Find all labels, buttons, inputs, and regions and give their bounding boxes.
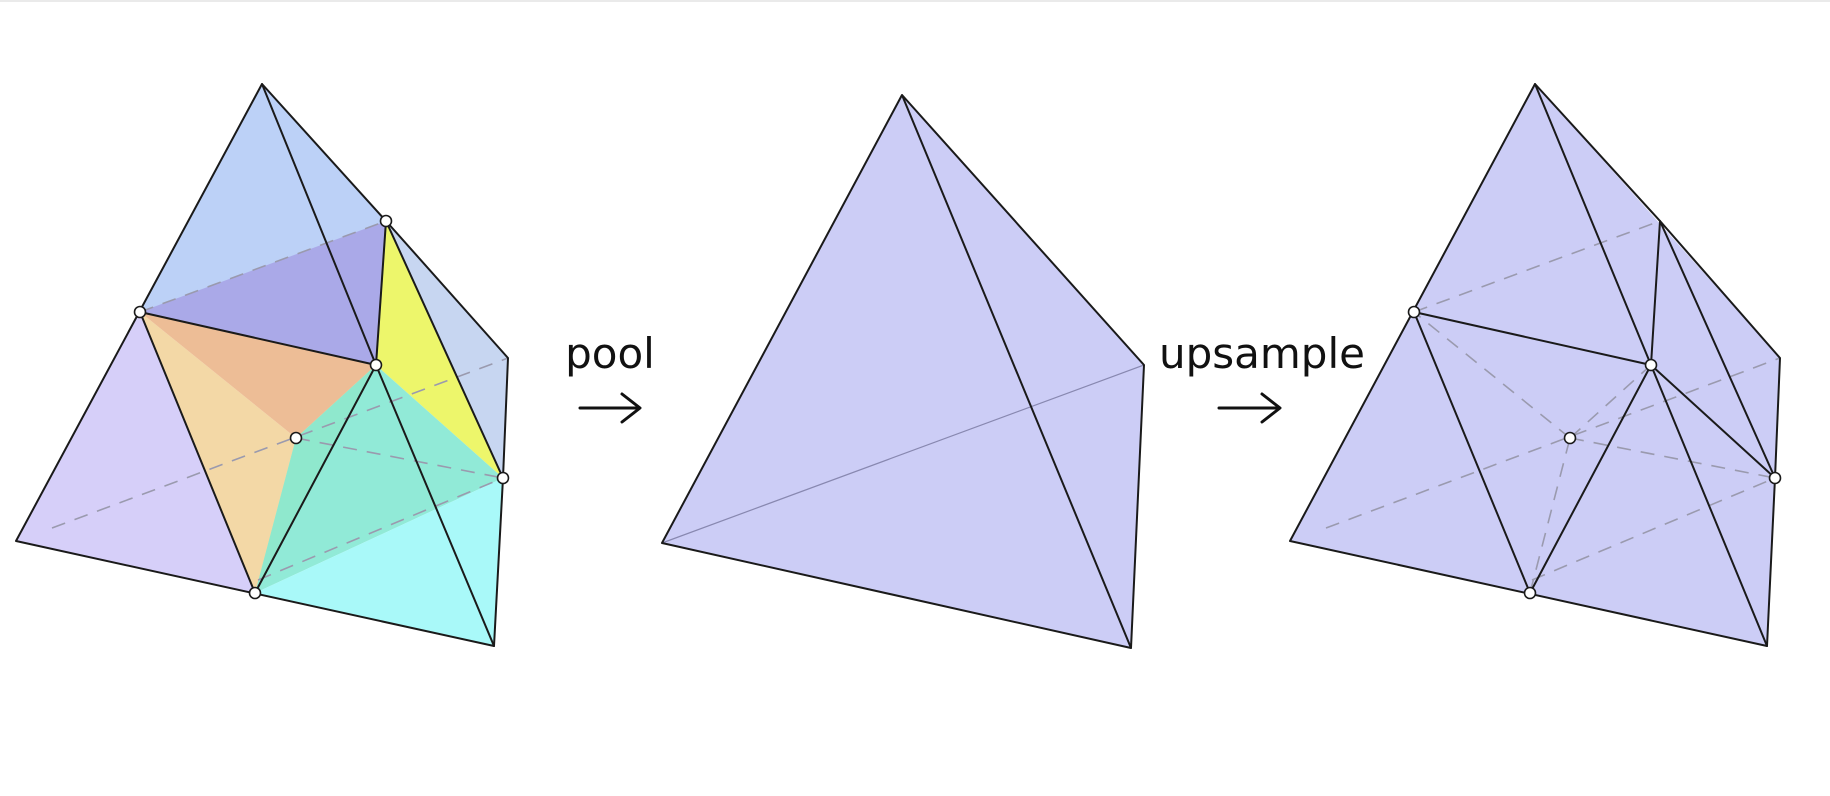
pool-label: pool [565, 329, 655, 378]
upsampled-face-left [1290, 84, 1767, 646]
vertex-marker [1407, 305, 1421, 319]
vertex-marker [1644, 358, 1658, 372]
vertex-marker [379, 214, 393, 228]
upsampled-face-right [1535, 84, 1780, 646]
face-right-steel [386, 221, 508, 478]
vertex-marker [133, 305, 147, 319]
vertex-marker [1523, 586, 1537, 600]
face-left-lavender [16, 312, 255, 593]
upsample-arrow-icon [1217, 392, 1282, 424]
vertex-marker [289, 431, 303, 445]
pool-step: pool [565, 329, 655, 424]
subdivided-tetrahedron [15, 83, 510, 647]
pooled-outline [661, 94, 1145, 649]
pool-arrow-icon [578, 392, 642, 424]
pooled-tetrahedron [661, 94, 1145, 649]
vertex-marker [496, 471, 510, 485]
face-orange [140, 312, 376, 438]
upsample-step: upsample [1159, 329, 1365, 424]
face-upper-violet [140, 221, 386, 365]
face-yellow [376, 221, 503, 478]
face-tan [140, 312, 296, 593]
interior-edges [1413, 83, 1776, 647]
upsample-label: upsample [1159, 329, 1365, 378]
hidden-edges [1325, 220, 1781, 594]
vertex-marker [248, 586, 262, 600]
back-edge [661, 364, 1145, 544]
vertex-marker [1563, 431, 1577, 445]
interior-edges [139, 83, 504, 647]
vertex-marker [369, 358, 383, 372]
pooled-face-left [662, 95, 1131, 648]
face-teal [255, 365, 503, 593]
upsampled-tetrahedron [1289, 83, 1782, 647]
vertex-marker [1768, 471, 1782, 485]
pooled-face-right [902, 95, 1144, 648]
